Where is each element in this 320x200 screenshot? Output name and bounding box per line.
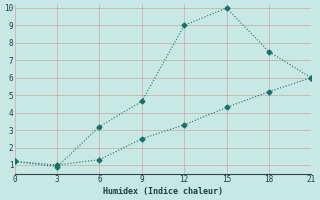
X-axis label: Humidex (Indice chaleur): Humidex (Indice chaleur) xyxy=(103,187,223,196)
